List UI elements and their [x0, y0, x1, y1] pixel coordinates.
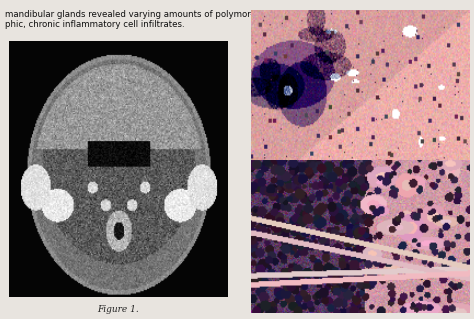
Text: Figure 2.: Figure 2. [339, 209, 381, 218]
Text: Figure 1.: Figure 1. [98, 305, 139, 314]
Text: mandibular glands revealed varying amounts of polymor-
phic, chronic inflammator: mandibular glands revealed varying amoun… [5, 10, 253, 29]
